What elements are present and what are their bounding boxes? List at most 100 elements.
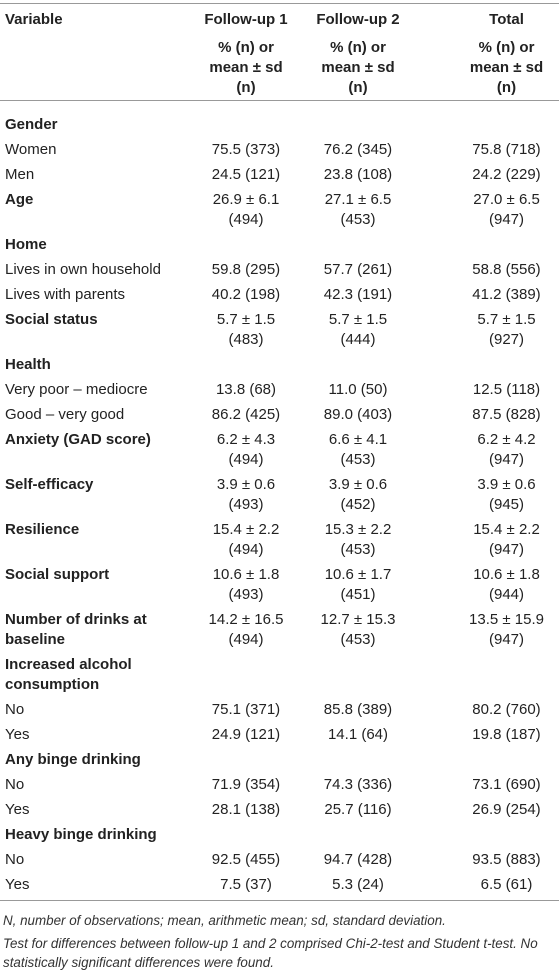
data-row: No 71.9 (354) 74.3 (336) 73.1 (690) (0, 773, 559, 798)
empty-cell (0, 32, 190, 101)
value-cell: 92.5 (455) (190, 848, 302, 873)
cell-text: 89.0 (403) (323, 406, 393, 423)
data-row: Men 24.5 (121) 23.8 (108) 24.2 (229) (0, 163, 559, 188)
value-cell: 57.7 (261) (302, 258, 414, 283)
row-label: Good – very good (5, 406, 125, 423)
value-cell: 93.5 (883) (414, 848, 559, 873)
value-cell: 3.9 ± 0.6 (493) (190, 473, 302, 518)
row-label: Men (5, 166, 35, 183)
table-head: Variable Follow-up 1 Follow-up 2 Total % (n… (0, 3, 559, 101)
section-row: Any binge drinking (0, 748, 559, 773)
cell-text: 15.3 ± 2.2 (453) (324, 521, 392, 558)
value-cell: 10.6 ± 1.7 (451) (302, 563, 414, 608)
cell-text: 92.5 (455) (211, 851, 281, 868)
cell-text: 25.7 (116) (324, 801, 392, 818)
row-label: Yes (5, 726, 30, 743)
section-row: Social status 5.7 ± 1.5 (483) 5.7 ± 1.5 (4… (0, 308, 559, 353)
cell-text: 6.2 ± 4.2 (947) (477, 431, 536, 468)
value-cell: 85.8 (389) (302, 698, 414, 723)
cell-text: 87.5 (828) (472, 406, 541, 423)
column-subheader-text: % (n) or mean ± sd (n) (469, 39, 544, 96)
cell-text: 86.2 (425) (211, 406, 281, 423)
data-row: Women 75.5 (373) 76.2 (345) 75.8 (718) (0, 138, 559, 163)
column-subheader: % (n) or mean ± sd (n) (190, 32, 302, 101)
row-label: Age (5, 191, 34, 208)
cell-text: 12.5 (118) (472, 381, 541, 398)
value-cell: 6.2 ± 4.3 (494) (190, 428, 302, 473)
value-cell: 5.3 (24) (302, 873, 414, 901)
data-row: Lives with parents 40.2 (198) 42.3 (191) 41… (0, 283, 559, 308)
column-header: Total (414, 4, 559, 33)
cell-text: 57.7 (261) (323, 261, 393, 278)
section-row: Anxiety (GAD score) 6.2 ± 4.3 (494) 6.6 ± … (0, 428, 559, 473)
cell-text: 42.3 (191) (323, 286, 393, 303)
cell-text: 24.9 (121) (211, 726, 281, 743)
cell-text: 14.1 (64) (327, 726, 389, 743)
row-label: Lives with parents (5, 286, 126, 303)
cell-text: 15.4 ± 2.2 (494) (212, 521, 280, 558)
value-cell: 19.8 (187) (414, 723, 559, 748)
value-cell: 13.5 ± 15.9 (947) (414, 608, 559, 653)
row-label: Yes (5, 801, 30, 818)
cell-text: 12.7 ± 15.3 (453) (320, 611, 396, 648)
row-label: Gender (5, 116, 58, 133)
value-cell: 14.1 (64) (302, 723, 414, 748)
row-label: Any binge drinking (5, 751, 141, 768)
value-cell: 42.3 (191) (302, 283, 414, 308)
value-cell (190, 353, 302, 378)
value-cell: 89.0 (403) (302, 403, 414, 428)
row-label: Social support (5, 566, 110, 583)
page: Variable Follow-up 1 Follow-up 2 Total % (n… (0, 3, 559, 975)
value-cell: 15.4 ± 2.2 (947) (414, 518, 559, 563)
data-row: No 75.1 (371) 85.8 (389) 80.2 (760) (0, 698, 559, 723)
cell-text: 27.0 ± 6.5 (947) (473, 191, 540, 228)
row-label: Anxiety (GAD score) (5, 431, 151, 448)
section-row: Number of drinks at baseline 14.2 ± 16.5 … (0, 608, 559, 653)
value-cell: 26.9 ± 6.1 (494) (190, 188, 302, 233)
row-label: Yes (5, 876, 30, 893)
value-cell: 25.7 (116) (302, 798, 414, 823)
value-cell (190, 823, 302, 848)
value-cell: 75.1 (371) (190, 698, 302, 723)
section-row: Resilience 15.4 ± 2.2 (494) 15.3 ± 2.2 (45… (0, 518, 559, 563)
column-header-text: Total (489, 11, 524, 28)
value-cell: 76.2 (345) (302, 138, 414, 163)
cell-text: 11.0 (50) (328, 381, 388, 398)
cell-text: 73.1 (690) (472, 776, 541, 793)
cell-text: 40.2 (198) (211, 286, 281, 303)
value-cell: 87.5 (828) (414, 403, 559, 428)
column-header: Follow-up 2 (302, 4, 414, 33)
value-cell: 75.8 (718) (414, 138, 559, 163)
value-cell: 23.8 (108) (302, 163, 414, 188)
cell-text: 23.8 (108) (323, 166, 393, 183)
cell-text: 10.6 ± 1.8 (493) (212, 566, 280, 603)
cell-text: 5.3 (24) (332, 876, 384, 893)
value-cell: 73.1 (690) (414, 773, 559, 798)
value-cell: 5.7 ± 1.5 (483) (190, 308, 302, 353)
cell-text: 27.1 ± 6.5 (453) (324, 191, 392, 228)
value-cell: 75.5 (373) (190, 138, 302, 163)
value-cell: 71.9 (354) (190, 773, 302, 798)
value-cell: 41.2 (389) (414, 283, 559, 308)
cell-text: 26.9 (254) (472, 801, 541, 818)
value-cell (414, 653, 559, 698)
data-row: Lives in own household 59.8 (295) 57.7 (26… (0, 258, 559, 283)
value-cell: 6.5 (61) (414, 873, 559, 901)
value-cell: 74.3 (336) (302, 773, 414, 798)
footnote: Test for differences between follow-up 1… (3, 935, 538, 971)
value-cell (414, 748, 559, 773)
cell-text: 75.5 (373) (211, 141, 281, 158)
value-cell: 11.0 (50) (302, 378, 414, 403)
cell-text: 10.6 ± 1.8 (944) (473, 566, 540, 603)
value-cell (414, 823, 559, 848)
cell-text: 59.8 (295) (211, 261, 281, 278)
data-row: Yes 24.9 (121) 14.1 (64) 19.8 (187) (0, 723, 559, 748)
footnotes: N, number of observations; mean, arithme… (0, 901, 559, 975)
value-cell: 28.1 (138) (190, 798, 302, 823)
cell-text: 7.5 (37) (220, 876, 272, 893)
value-cell: 27.1 ± 6.5 (453) (302, 188, 414, 233)
data-row: No 92.5 (455) 94.7 (428) 93.5 (883) (0, 848, 559, 873)
table-body: Gender Women 75.5 (373) 76.2 (345) 75.8 (718… (0, 101, 559, 901)
row-label: Self-efficacy (5, 476, 94, 493)
value-cell: 14.2 ± 16.5 (494) (190, 608, 302, 653)
